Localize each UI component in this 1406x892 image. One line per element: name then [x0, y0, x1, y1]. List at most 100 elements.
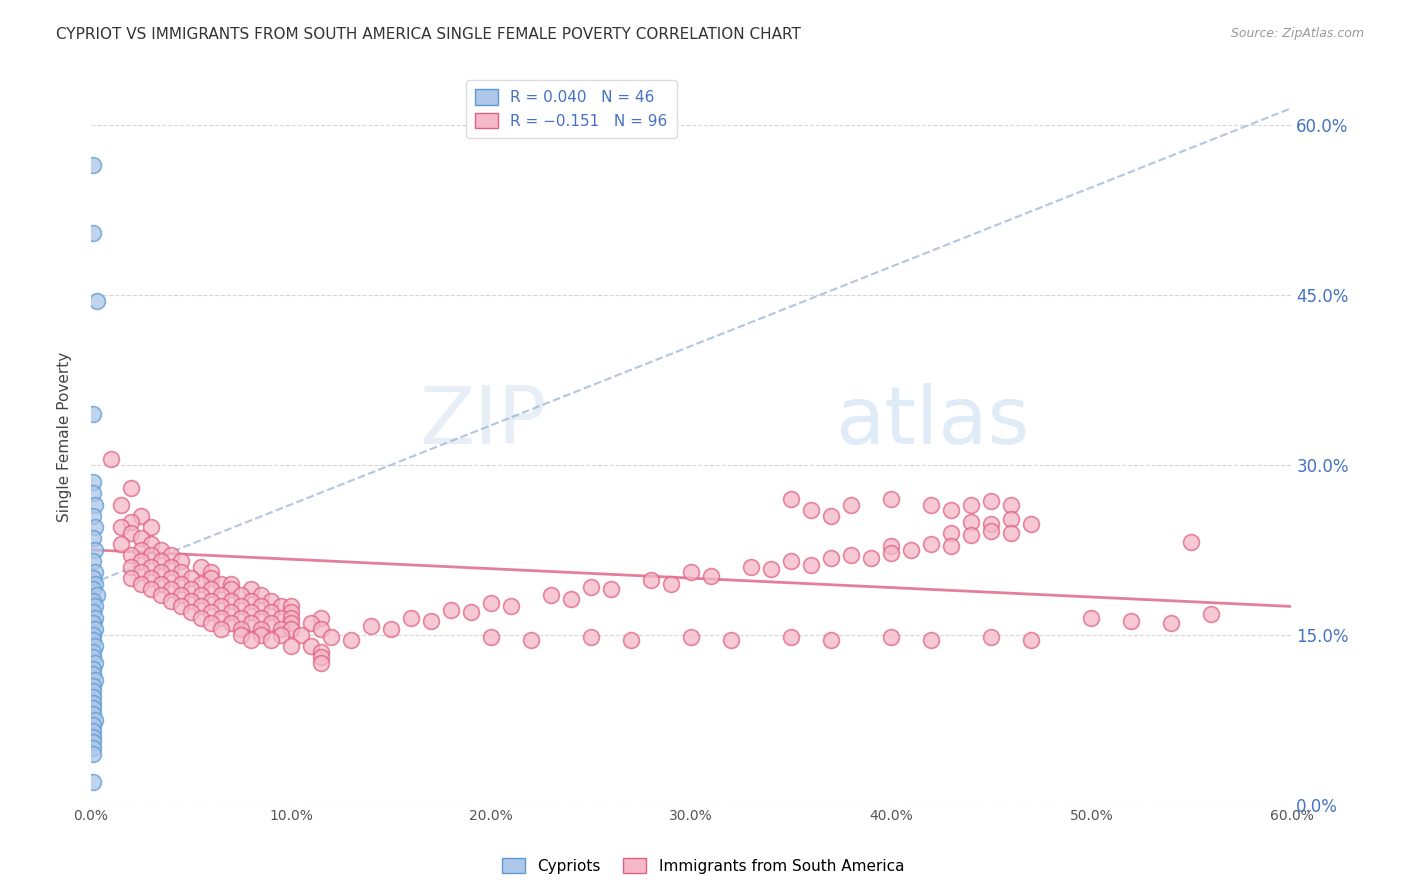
Point: [240, 633, 263, 648]
Text: ZIP: ZIP: [420, 383, 547, 461]
Point: [309, 650, 332, 665]
Point: [82, 475, 104, 489]
Point: [270, 622, 292, 636]
Point: [82, 594, 104, 608]
Point: [110, 520, 132, 534]
Point: [280, 599, 302, 614]
Point: [800, 503, 823, 517]
Point: [270, 628, 292, 642]
Point: [82, 650, 104, 665]
Point: [399, 611, 422, 625]
Point: [219, 582, 242, 597]
Point: [280, 616, 302, 631]
Text: atlas: atlas: [835, 383, 1029, 461]
Legend: R = 0.040   N = 46, R = −0.151   N = 96: R = 0.040 N = 46, R = −0.151 N = 96: [465, 80, 676, 137]
Point: [880, 630, 903, 644]
Point: [839, 498, 862, 512]
Point: [920, 633, 942, 648]
Point: [139, 520, 162, 534]
Point: [82, 407, 104, 421]
Point: [84, 576, 107, 591]
Point: [240, 605, 263, 619]
Point: [86, 293, 108, 308]
Point: [129, 508, 152, 523]
Point: [229, 628, 252, 642]
Point: [240, 582, 263, 597]
Point: [229, 611, 252, 625]
Point: [250, 588, 273, 602]
Point: [129, 576, 152, 591]
Point: [82, 158, 104, 172]
Point: [720, 633, 742, 648]
Point: [200, 594, 222, 608]
Point: [84, 599, 107, 614]
Point: [110, 498, 132, 512]
Point: [170, 588, 193, 602]
Point: [82, 532, 104, 546]
Point: [82, 718, 104, 732]
Point: [640, 574, 662, 588]
Point: [209, 599, 232, 614]
Point: [82, 508, 104, 523]
Point: [86, 588, 108, 602]
Point: [180, 582, 202, 597]
Point: [280, 611, 302, 625]
Point: [1021, 633, 1043, 648]
Point: [219, 594, 242, 608]
Point: [501, 599, 523, 614]
Point: [84, 520, 107, 534]
Point: [160, 559, 183, 574]
Point: [980, 630, 1002, 644]
Point: [82, 696, 104, 710]
Point: [250, 628, 273, 642]
Point: [280, 605, 302, 619]
Point: [780, 554, 803, 568]
Point: [1000, 525, 1022, 540]
Point: [839, 549, 862, 563]
Point: [309, 645, 332, 659]
Point: [170, 554, 193, 568]
Point: [209, 588, 232, 602]
Point: [129, 532, 152, 546]
Point: [82, 684, 104, 698]
Point: [149, 588, 172, 602]
Point: [250, 599, 273, 614]
Point: [941, 540, 963, 554]
Y-axis label: Single Female Poverty: Single Female Poverty: [58, 351, 72, 522]
Point: [149, 554, 172, 568]
Point: [479, 630, 502, 644]
Point: [980, 494, 1002, 508]
Point: [740, 559, 762, 574]
Point: [1180, 534, 1202, 549]
Point: [82, 486, 104, 500]
Point: [820, 508, 842, 523]
Point: [84, 639, 107, 653]
Point: [229, 599, 252, 614]
Point: [820, 633, 842, 648]
Point: [149, 566, 172, 580]
Point: [82, 701, 104, 715]
Point: [600, 582, 623, 597]
Point: [82, 747, 104, 761]
Point: [120, 525, 142, 540]
Point: [290, 628, 312, 642]
Point: [479, 596, 502, 610]
Point: [82, 741, 104, 756]
Point: [82, 605, 104, 619]
Point: [84, 566, 107, 580]
Point: [659, 576, 682, 591]
Point: [941, 503, 963, 517]
Point: [520, 633, 543, 648]
Point: [82, 667, 104, 681]
Point: [160, 549, 183, 563]
Point: [139, 537, 162, 551]
Point: [180, 594, 202, 608]
Point: [82, 645, 104, 659]
Point: [960, 528, 983, 542]
Point: [84, 656, 107, 670]
Point: [110, 537, 132, 551]
Point: [200, 582, 222, 597]
Point: [860, 550, 883, 565]
Point: [139, 582, 162, 597]
Point: [681, 630, 703, 644]
